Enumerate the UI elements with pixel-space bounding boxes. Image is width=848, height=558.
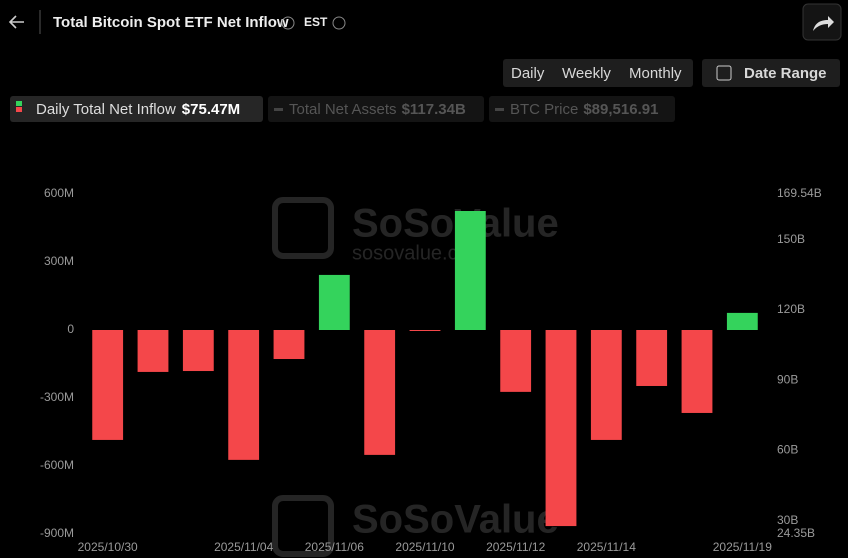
- bar: [364, 330, 396, 455]
- legend-item[interactable]: [268, 96, 484, 122]
- legend-item[interactable]: [10, 96, 263, 122]
- bar: [409, 330, 441, 331]
- x-tick-label: 2025/11/19: [713, 540, 772, 554]
- bar: [454, 211, 486, 330]
- bar: [182, 330, 214, 372]
- timezone[interactable]: EST: [304, 15, 328, 29]
- y2-tick-label: 169.54B: [777, 186, 822, 200]
- calendar-icon: [716, 65, 732, 81]
- legend-label: Total Net Assets: [289, 101, 397, 118]
- bar: [681, 330, 713, 413]
- bar: [318, 274, 350, 330]
- back-button[interactable]: [8, 15, 24, 29]
- y2-tick-label: 90B: [777, 372, 798, 386]
- date-range-label[interactable]: Date Range: [744, 65, 827, 82]
- y2-tick-label: 120B: [777, 302, 805, 316]
- bar: [228, 330, 260, 460]
- x-tick-label: 2025/10/30: [78, 540, 138, 554]
- y-tick-label: -900M: [40, 526, 74, 540]
- y-tick-label: 0: [67, 322, 74, 336]
- y-tick-label: 300M: [44, 254, 74, 268]
- bar: [273, 330, 305, 360]
- y2-tick-label: 150B: [777, 232, 805, 246]
- period-button[interactable]: Monthly: [629, 65, 682, 82]
- bar: [636, 330, 668, 386]
- watermark-site: sosovalue.com: [352, 242, 485, 264]
- legend-marker: [16, 107, 22, 112]
- y2-tick-label: 24.35B: [777, 526, 815, 540]
- legend-label: BTC Price: [510, 101, 578, 118]
- legend-marker: [16, 101, 22, 106]
- page-title: Total Bitcoin Spot ETF Net Inflow: [53, 14, 289, 31]
- x-tick-label: 2025/11/06: [305, 540, 364, 554]
- legend-value: $89,516.91: [583, 101, 658, 118]
- info-icon[interactable]: [332, 16, 346, 30]
- y2-tick-label: 30B: [777, 513, 798, 527]
- legend-value: $117.34B: [402, 101, 466, 118]
- watermark: SoSoValue sosovalue.com SoSoValue: [272, 197, 559, 557]
- legend-marker: [274, 108, 283, 111]
- bar: [590, 330, 622, 440]
- bar: [726, 312, 758, 330]
- bar: [137, 330, 169, 372]
- watermark-logo: [272, 197, 334, 259]
- info-icon[interactable]: [281, 16, 295, 30]
- x-tick-label: 2025/11/04: [214, 540, 273, 554]
- share-icon: [813, 16, 834, 31]
- y2-tick-label: 60B: [777, 443, 798, 457]
- legend-item[interactable]: [489, 96, 675, 122]
- x-tick-label: 2025/11/14: [577, 540, 636, 554]
- period-button[interactable]: Weekly: [562, 65, 611, 82]
- bar: [92, 330, 124, 440]
- watermark-logo: [272, 495, 334, 557]
- watermark-brand: SoSoValue: [352, 498, 559, 542]
- x-tick-label: 2025/11/12: [486, 540, 545, 554]
- y-tick-label: 600M: [44, 186, 74, 200]
- bar: [545, 330, 577, 527]
- legend-marker: [495, 108, 504, 111]
- date-range-button[interactable]: [702, 59, 840, 87]
- bar: [500, 330, 532, 392]
- period-button[interactable]: Daily: [511, 65, 545, 82]
- legend-value: $75.47M: [182, 101, 240, 118]
- x-tick-label: 2025/11/10: [395, 540, 454, 554]
- legend-label: Daily Total Net Inflow: [36, 101, 176, 118]
- period-toggle: [503, 59, 693, 87]
- y-tick-label: -600M: [40, 458, 74, 472]
- y-tick-label: -300M: [40, 390, 74, 404]
